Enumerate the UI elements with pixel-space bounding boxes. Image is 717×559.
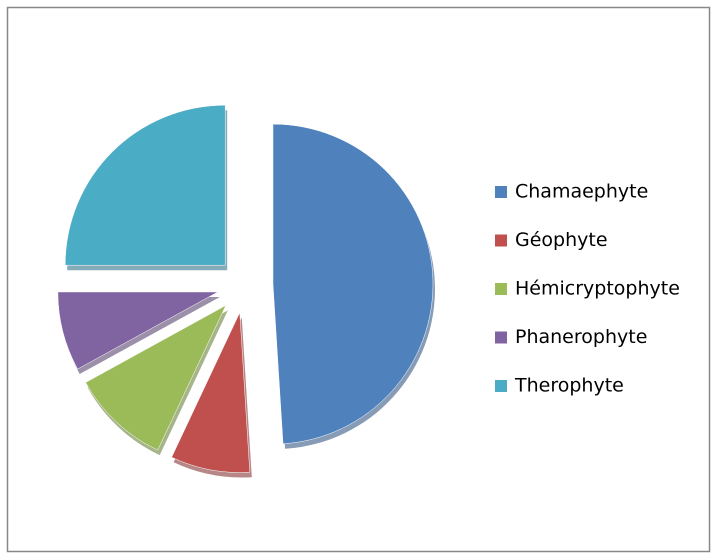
legend-label: Hémicryptophyte: [515, 278, 680, 300]
legend-swatch: [495, 234, 507, 247]
legend-swatch: [495, 283, 507, 295]
legend-swatch: [495, 331, 507, 344]
slice: [64, 104, 226, 266]
slice: [171, 312, 251, 473]
legend-label: Therophyte: [514, 375, 624, 397]
legend-label: Chamaephyte: [515, 181, 648, 203]
slice: [85, 304, 227, 451]
slice: [272, 123, 434, 445]
legend-swatch: [495, 186, 507, 198]
legend-label: Phanerophyte: [515, 326, 647, 348]
slice: [57, 291, 219, 370]
legend-swatch: [495, 380, 507, 392]
legend-label: Géophyte: [515, 229, 608, 251]
